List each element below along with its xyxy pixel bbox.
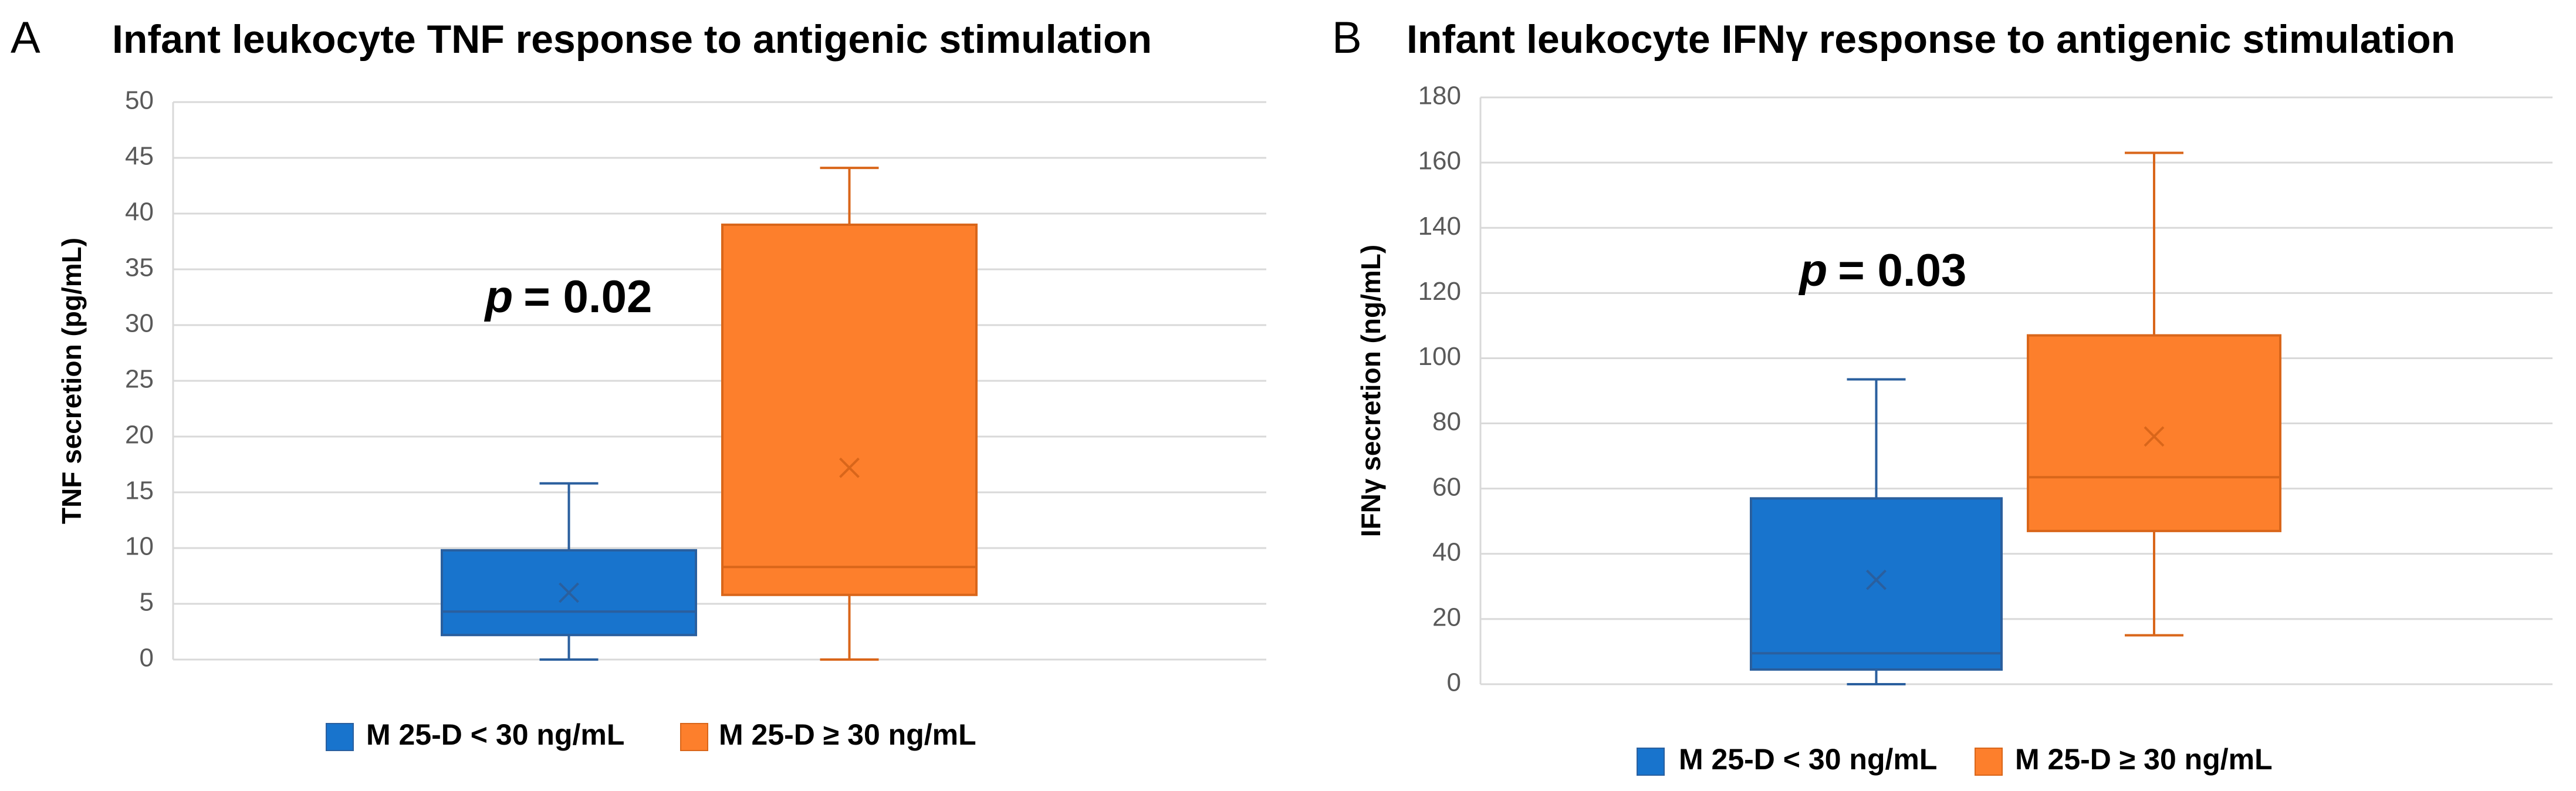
y-tick-label: 40: [1432, 538, 1461, 566]
box: [2027, 334, 2281, 532]
mean-marker: [1866, 569, 1887, 590]
y-tick-label: 10: [125, 532, 154, 561]
p-symbol: p: [484, 271, 513, 322]
y-axis-title: IFNγ secretion (ng/mL): [1355, 245, 1386, 537]
p-value-annotation: p = 0.03: [1799, 244, 1967, 296]
legend-swatch: [326, 723, 354, 751]
p-value: = 0.03: [1838, 244, 1966, 296]
chart-title: Infant leukocyte TNF response to antigen…: [112, 17, 1152, 62]
p-symbol: p: [1799, 244, 1828, 296]
legend-swatch: [680, 723, 708, 751]
y-tick-label: 25: [125, 365, 154, 394]
y-tick-label: 45: [125, 142, 154, 171]
y-tick-label: 160: [1418, 147, 1461, 175]
y-tick-label: 40: [125, 198, 154, 227]
box: [721, 224, 978, 596]
y-tick-label: 180: [1418, 82, 1461, 110]
y-tick-label: 50: [125, 86, 154, 115]
y-tick-label: 20: [1432, 603, 1461, 632]
y-tick-label: 15: [125, 476, 154, 505]
y-tick-label: 20: [125, 421, 154, 449]
y-tick-label: 60: [1432, 472, 1461, 501]
legend-swatch: [1637, 748, 1665, 776]
y-tick-label: 35: [125, 253, 154, 282]
y-axis-title: TNF secretion (pg/mL): [56, 238, 87, 524]
panel-label: B: [1332, 13, 1362, 63]
y-tick-label: 80: [1432, 407, 1461, 436]
y-tick-label: 100: [1418, 342, 1461, 371]
p-value: = 0.02: [523, 271, 652, 322]
y-tick-label: 140: [1418, 212, 1461, 241]
legend-label: M 25-D < 30 ng/mL: [366, 718, 624, 751]
mean-marker: [2144, 426, 2165, 447]
legend-label: M 25-D < 30 ng/mL: [1679, 743, 1937, 776]
y-tick-label: 30: [125, 309, 154, 338]
mean-marker: [839, 457, 860, 478]
legend-label: M 25-D ≥ 30 ng/mL: [719, 718, 976, 751]
panel-label: A: [11, 13, 40, 63]
y-tick-label: 5: [140, 588, 154, 617]
legend-label: M 25-D ≥ 30 ng/mL: [2015, 743, 2273, 776]
y-tick-label: 0: [1447, 668, 1461, 697]
legend-swatch: [1975, 748, 2003, 776]
y-tick-label: 120: [1418, 277, 1461, 306]
box: [1750, 497, 2003, 671]
chart-title: Infant leukocyte IFNγ response to antige…: [1407, 17, 2455, 62]
mean-marker: [559, 582, 579, 603]
p-value-annotation: p = 0.02: [484, 271, 653, 322]
y-tick-label: 0: [140, 644, 154, 672]
